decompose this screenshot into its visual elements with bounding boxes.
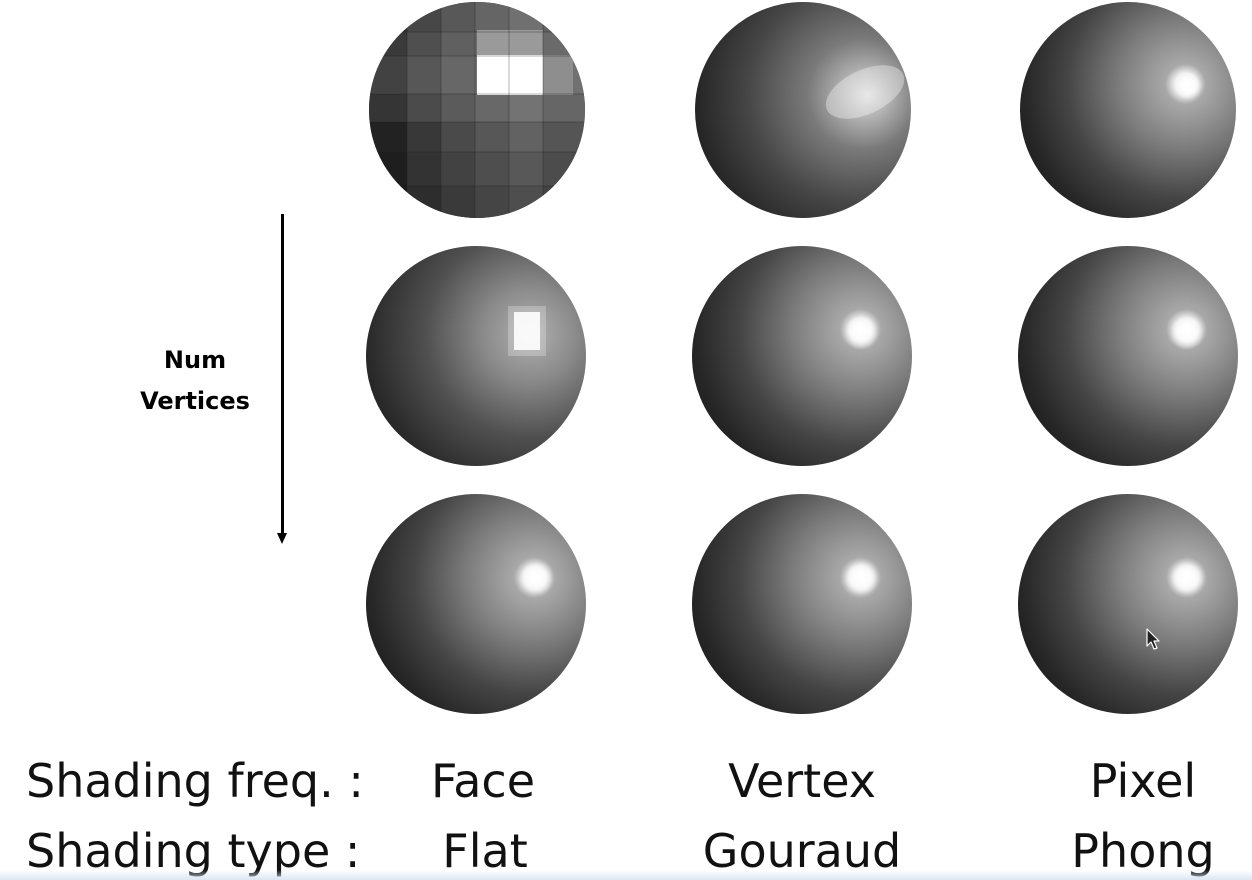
type-phong: Phong [1071, 824, 1215, 878]
bottom-fade [0, 870, 1252, 880]
sphere-gouraud-high [692, 494, 912, 714]
sphere-flat-low [369, 2, 585, 218]
sphere-phong-high [1018, 494, 1238, 714]
sphere-flat-mid [366, 246, 586, 466]
freq-face: Face [430, 754, 536, 808]
sphere-gouraud-low [695, 2, 911, 218]
sphere-gouraud-mid [692, 246, 912, 466]
vertices-axis-label: Num Vertices [128, 340, 262, 422]
vertices-axis-line [281, 214, 284, 536]
freq-vertex: Vertex [728, 754, 876, 808]
shading-freq-label: Shading freq. : [26, 754, 364, 808]
vertices-axis-arrowhead [277, 533, 287, 544]
axis-label-line1: Num [163, 346, 227, 374]
sphere-phong-low [1020, 2, 1236, 218]
type-gouraud: Gouraud [702, 824, 902, 878]
type-flat: Flat [442, 824, 528, 878]
sphere-flat-high [366, 494, 586, 714]
freq-pixel: Pixel [1089, 754, 1197, 808]
sphere-phong-mid [1018, 246, 1238, 466]
shading-type-label: Shading type : [26, 824, 361, 878]
axis-label-line2: Vertices [140, 387, 250, 415]
mouse-pointer-icon [1146, 628, 1160, 650]
